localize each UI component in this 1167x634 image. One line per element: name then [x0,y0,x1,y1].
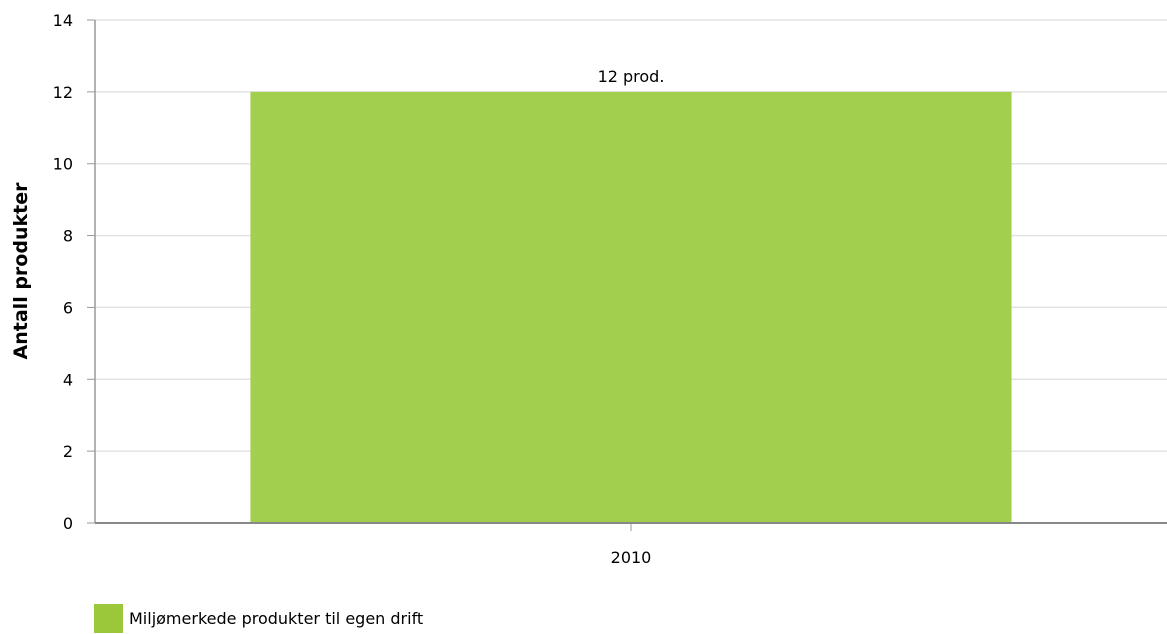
bars [250,91,1012,523]
y-tick-label: 10 [53,155,73,174]
y-tick-label: 6 [63,298,73,317]
legend: Miljømerkede produkter til egen drift [94,604,423,633]
data-label: 12 prod. [598,67,665,86]
y-tick-label: 8 [63,227,73,246]
x-tick-label: 2010 [611,548,652,567]
bar-chart: 0 2 4 6 8 10 12 14 12 prod. 2010 Antall produkter [10,11,1167,567]
y-tick-label: 12 [53,83,73,102]
bar [250,91,1012,523]
y-tick-label: 4 [63,370,73,389]
labels: 0 2 4 6 8 10 12 14 12 prod. 2010 [53,11,665,567]
y-tick-label: 2 [63,442,73,461]
y-tick-label: 14 [53,11,73,30]
legend-label: Miljømerkede produkter til egen drift [129,609,424,628]
y-axis-title: Antall produkter [10,182,32,360]
axes [87,19,1167,531]
y-tick-label: 0 [63,514,73,533]
legend-swatch [94,604,123,633]
